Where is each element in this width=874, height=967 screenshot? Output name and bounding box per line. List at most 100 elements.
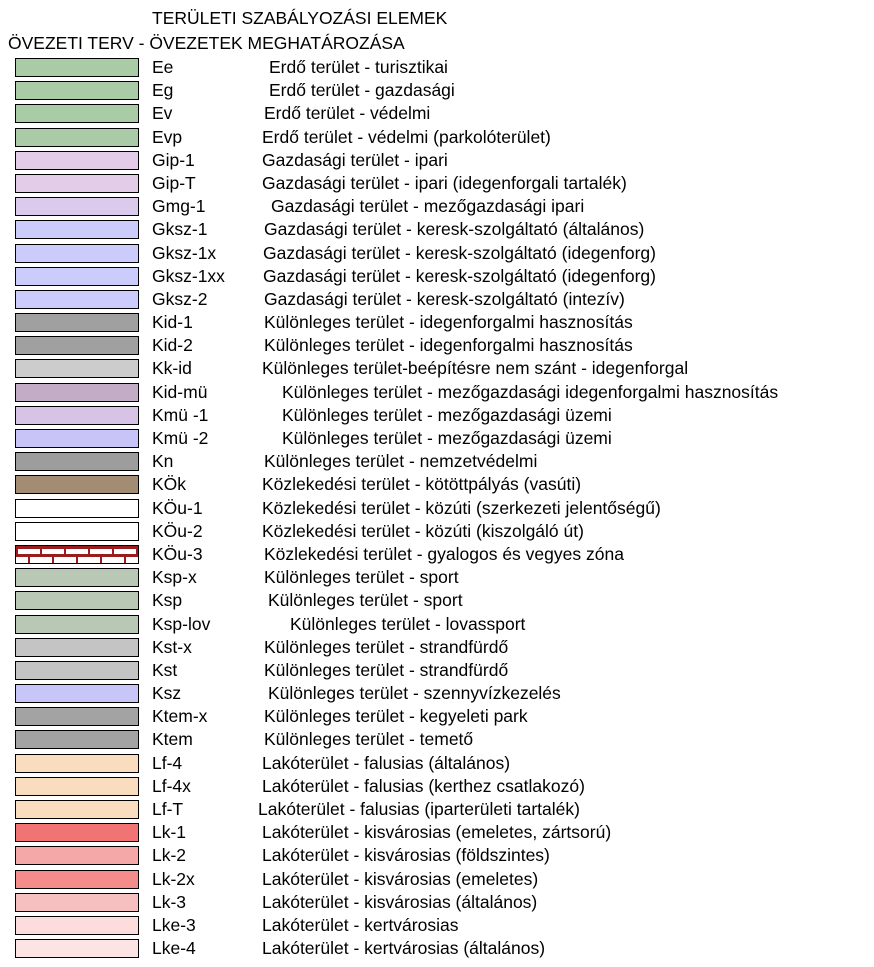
zone-description: Különleges terület - kegyeleti park (264, 706, 528, 727)
zone-code: Ee (152, 57, 174, 77)
color-swatch (15, 544, 139, 564)
color-swatch (15, 173, 139, 193)
zone-code: Lk-2x (152, 868, 195, 889)
legend-row: Kn Különleges terület - nemzetvédelmi (0, 451, 874, 474)
legend-row: Gip-1 Gazdasági terület - ipari (0, 150, 874, 173)
color-swatch (15, 892, 139, 912)
legend-subtitle: ÖVEZETI TERV - ÖVEZETEK MEGHATÁROZÁSA (8, 33, 405, 53)
zone-description: Gazdasági terület - ipari (262, 149, 448, 170)
legend-row: Kst-x Különleges terület - strandfürdő (0, 637, 874, 660)
zone-code: Ksz (152, 683, 182, 704)
zone-description: Lakóterület - falusias (kerthez csatlako… (262, 775, 585, 796)
zone-code: Lke-4 (152, 938, 196, 959)
zone-description: Különleges terület - szennyvízkezelés (268, 683, 561, 704)
zone-code: Kmü -1 (152, 404, 209, 425)
color-swatch (15, 243, 139, 263)
color-swatch (15, 568, 139, 588)
zone-description: Közlekedési terület - közúti (kiszolgáló… (262, 520, 584, 541)
legend-row: Lf-4 Lakóterület - falusias (általános) (0, 753, 874, 776)
legend-row: KÖu-3 Közlekedési terület - gyalogos és v… (0, 544, 874, 567)
zone-code: Gmg-1 (152, 196, 206, 217)
legend-row: Gksz-1 Gazdasági terület - keresk-szolgál… (0, 219, 874, 242)
legend-row: Ksz Különleges terület - szennyvízkezelés (0, 683, 874, 706)
legend-row: Ktem Különleges terület - temető (0, 729, 874, 752)
zone-code: Kid-mü (152, 381, 208, 402)
zone-code: Lk-1 (152, 822, 187, 843)
color-swatch (15, 915, 139, 935)
zone-description: Lakóterület - kisvárosias (emeletes) (262, 868, 539, 889)
zone-code: Ksp-lov (152, 613, 211, 634)
legend-row: Kid-mü Különleges terület - mezőgazdasági… (0, 382, 874, 405)
zone-code: Ktem (152, 729, 193, 750)
color-swatch (15, 197, 139, 217)
zone-code: KÖu-1 (152, 497, 203, 518)
zone-code: Lke-3 (152, 914, 196, 935)
zone-description: Erdő terület - védelmi (264, 103, 431, 124)
zone-description: Gazdasági terület - mezőgazdasági ipari (271, 196, 585, 217)
color-swatch (15, 660, 139, 680)
legend-list: Ee Erdő terület - turisztikai Eg Erdő terül… (0, 57, 874, 961)
legend-row: Ktem-x Különleges terület - kegyeleti par… (0, 706, 874, 729)
zone-code: Evp (152, 126, 183, 147)
zone-description: Különleges terület - sport (268, 590, 463, 611)
zone-description: Különleges terület - strandfürdő (264, 659, 509, 680)
zone-code: KÖk (152, 474, 187, 495)
color-swatch (15, 846, 139, 866)
zone-code: Lf-4 (152, 752, 183, 773)
zone-code: Ktem-x (152, 706, 208, 727)
color-swatch (15, 336, 139, 356)
zone-description: Gazdasági terület - ipari (idegenforgali… (262, 172, 627, 193)
zone-code: Gksz-1xx (152, 265, 225, 286)
zone-code: Kk-id (152, 358, 192, 379)
zone-description: Különleges terület - mezőgazdasági üzemi (282, 404, 612, 425)
zone-code: Gip-T (152, 172, 196, 193)
color-swatch (15, 58, 139, 77)
color-swatch (15, 81, 139, 101)
legend-row: Kid-1 Különleges terület - idegenforgalmi… (0, 312, 874, 335)
zone-code: Kmü -2 (152, 428, 209, 448)
zone-code: Kid-1 (152, 312, 193, 333)
zone-description: Gazdasági terület - keresk-szolgáltató (… (264, 219, 645, 240)
zone-code: Kid-2 (152, 335, 193, 356)
legend-row: KÖk Közlekedési terület - kötöttpályás (v… (0, 474, 874, 497)
legend-row: Kid-2 Különleges terület - idegenforgalmi… (0, 335, 874, 358)
color-swatch (15, 800, 139, 819)
legend-row: Lk-2 Lakóterület - kisvárosias (földszint… (0, 845, 874, 868)
color-swatch (15, 753, 139, 773)
legend-row: Lk-1 Lakóterület - kisvárosias (emeletes,… (0, 822, 874, 845)
zone-description: Közlekedési terület - gyalogos és vegyes… (264, 543, 624, 564)
legend-row: Gksz-2 Gazdasági terület - keresk-szolgál… (0, 289, 874, 312)
color-swatch (15, 452, 139, 472)
legend-title: TERÜLETI SZABÁLYOZÁSI ELEMEK (152, 8, 448, 28)
zone-code: Kn (152, 451, 174, 472)
color-swatch (15, 475, 139, 495)
zone-code: Lk-3 (152, 891, 187, 912)
legend-row: Lke-3 Lakóterület - kertvárosias (0, 915, 874, 938)
zone-description: Lakóterület - kisvárosias (földszintes) (262, 845, 550, 866)
color-swatch (15, 869, 139, 889)
zone-code: Ksp-x (152, 567, 197, 588)
zone-description: Különleges terület - temető (264, 729, 474, 750)
zone-code: KÖu-2 (152, 520, 203, 541)
zone-description: Lakóterület - kertvárosias (általános) (262, 938, 546, 959)
color-swatch (15, 266, 139, 286)
legend-row: Evp Erdő terület - védelmi (parkolóterüle… (0, 127, 874, 150)
zone-code: Kst (152, 659, 178, 680)
legend-row: KÖu-2 Közlekedési terület - közúti (kiszo… (0, 521, 874, 544)
zone-description: Lakóterület - falusias (iparterületi tar… (258, 799, 580, 819)
legend-row: Ev Erdő terület - védelmi (0, 103, 874, 126)
legend-row: Ksp-lov Különleges terület - lovassport (0, 614, 874, 637)
zone-code: Ksp (152, 590, 183, 611)
legend-row: Kk-id Különleges terület-beépítésre nem s… (0, 358, 874, 381)
zone-description: Különleges terület - idegenforgalmi hasz… (264, 312, 633, 333)
zone-description: Különleges terület - mezőgazdasági üzemi (282, 428, 612, 448)
legend-row: Lf-T Lakóterület - falusias (iparterületi… (0, 799, 874, 822)
zone-description: Különleges terület - sport (264, 567, 459, 588)
zone-description: Különleges terület - nemzetvédelmi (264, 451, 538, 472)
zone-description: Lakóterület - kertvárosias (262, 914, 459, 935)
legend-row: Eg Erdő terület - gazdasági (0, 80, 874, 103)
zone-code: Kst-x (152, 636, 192, 657)
legend-row: Lke-4 Lakóterület - kertvárosias (általán… (0, 938, 874, 961)
color-swatch (15, 707, 139, 727)
legend-row: Ksp Különleges terület - sport (0, 590, 874, 613)
